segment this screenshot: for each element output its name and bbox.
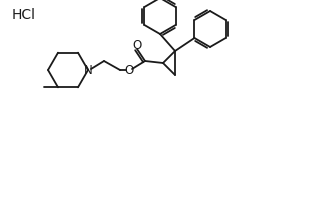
Text: N: N (84, 64, 92, 76)
Text: O: O (124, 64, 134, 76)
Text: O: O (132, 38, 142, 51)
Text: HCl: HCl (12, 8, 36, 22)
